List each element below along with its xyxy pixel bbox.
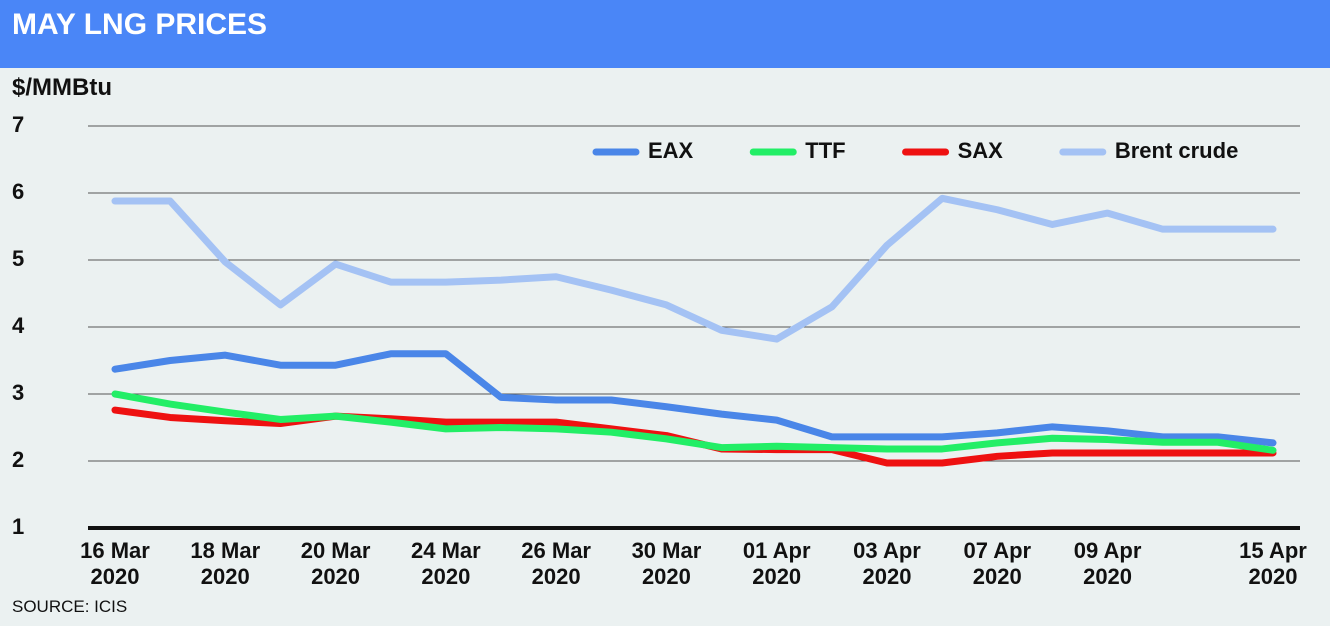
header-bar: [0, 0, 1330, 68]
series-line: [111, 350, 1277, 447]
x-tick-label: 24 Mar 2020: [410, 538, 481, 589]
x-tick-label: 09 Apr 2020: [1073, 538, 1142, 589]
y-axis-label: $/MMBtu: [12, 74, 112, 101]
x-tick-label: 20 Mar 2020: [300, 538, 371, 589]
legend-label: SAX: [958, 138, 1004, 163]
y-tick-label: 4: [12, 313, 25, 338]
series-line: [111, 194, 1277, 343]
chart-title: MAY LNG PRICES: [12, 8, 268, 41]
y-tick-label: 2: [12, 447, 24, 472]
y-tick-label: 7: [12, 112, 24, 137]
x-tick-label: 26 Mar 2020: [521, 538, 591, 589]
x-tick-label: 18 Mar 2020: [190, 538, 261, 589]
legend-label: Brent crude: [1115, 138, 1238, 163]
series-line: [111, 390, 1277, 454]
y-tick-label: 1: [12, 514, 24, 539]
source-note: SOURCE: ICIS: [12, 597, 128, 616]
x-tick-label: 07 Apr 2020: [963, 538, 1032, 589]
y-tick-label: 3: [12, 380, 24, 405]
legend-label: EAX: [648, 138, 694, 163]
x-tick-label: 16 Mar 2020: [80, 538, 150, 589]
x-tick-label: 03 Apr 2020: [853, 538, 921, 589]
y-tick-label: 6: [12, 179, 24, 204]
x-tick-label: 30 Mar 2020: [631, 538, 702, 589]
legend-label: TTF: [805, 138, 845, 163]
x-tick-label: 01 Apr 2020: [742, 538, 811, 589]
x-tick-label: 15 Apr 2020: [1239, 538, 1307, 589]
y-tick-label: 5: [12, 246, 24, 271]
